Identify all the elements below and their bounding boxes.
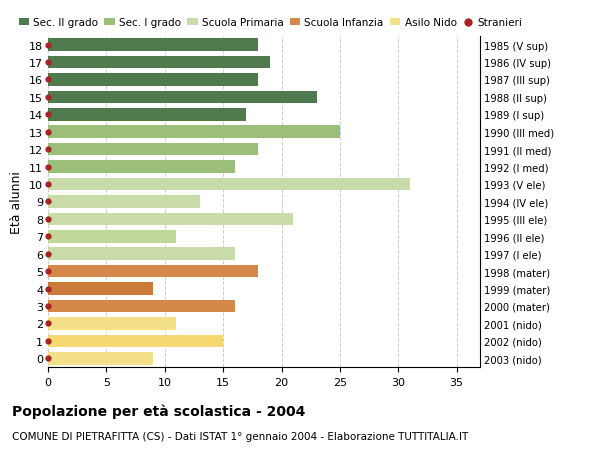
Legend: Sec. II grado, Sec. I grado, Scuola Primaria, Scuola Infanzia, Asilo Nido, Stran: Sec. II grado, Sec. I grado, Scuola Prim… [19, 18, 522, 28]
Bar [48, 213, 293, 226]
Y-axis label: Età alunni: Età alunni [10, 171, 23, 233]
Bar [48, 248, 235, 260]
Bar [48, 161, 235, 174]
Bar [48, 144, 258, 156]
Bar [48, 39, 258, 52]
Bar [48, 265, 258, 278]
Bar [48, 300, 235, 313]
Bar [48, 335, 223, 347]
Text: Popolazione per età scolastica - 2004: Popolazione per età scolastica - 2004 [12, 404, 305, 419]
Bar [48, 196, 200, 208]
Bar [48, 230, 176, 243]
Bar [48, 56, 270, 69]
Bar [48, 318, 176, 330]
Bar [48, 283, 153, 295]
Bar [48, 352, 153, 365]
Bar [48, 126, 340, 139]
Text: COMUNE DI PIETRAFITTA (CS) - Dati ISTAT 1° gennaio 2004 - Elaborazione TUTTITALI: COMUNE DI PIETRAFITTA (CS) - Dati ISTAT … [12, 431, 468, 442]
Bar [48, 109, 247, 121]
Bar [48, 178, 410, 191]
Bar [48, 74, 258, 86]
Bar [48, 91, 317, 104]
